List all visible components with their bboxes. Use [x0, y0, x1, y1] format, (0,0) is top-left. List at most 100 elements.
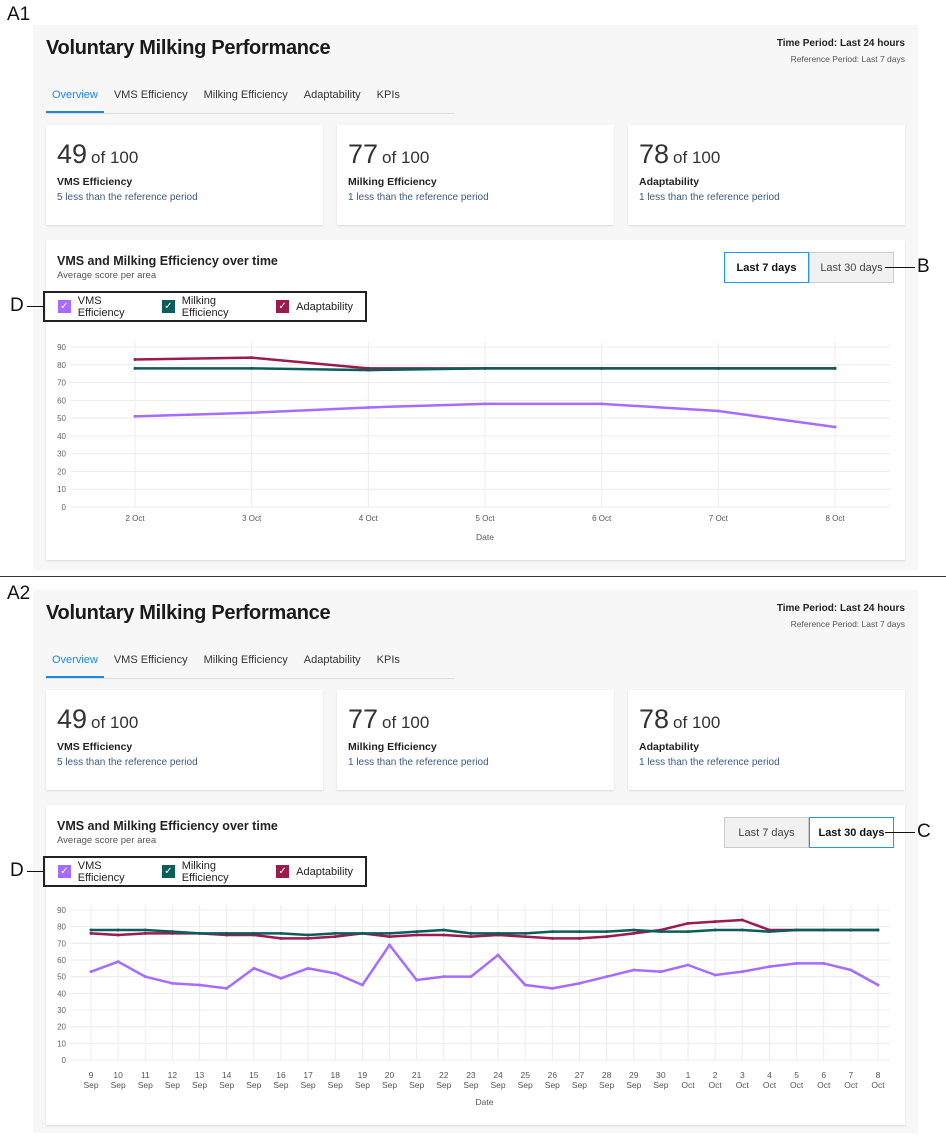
legend-item-adaptability[interactable]: ✓ Adaptability [276, 300, 353, 313]
data-point-milking-efficiency [279, 931, 283, 935]
chart-subtitle: Average score per area [57, 835, 157, 846]
last-7-days-button[interactable]: Last 7 days [724, 252, 809, 283]
line-chart: 0 10 20 30 40 50 60 70 80 90 2 Oct 3 Oct 4 Oct 5 Oct 6… [57, 342, 890, 542]
y-tick-label: 40 [57, 432, 66, 441]
data-point-milking-efficiency [577, 930, 581, 934]
data-point-milking-efficiency [143, 928, 147, 932]
checkbox-check-icon[interactable]: ✓ [58, 865, 71, 878]
tab-milking-efficiency[interactable]: Milking Efficiency [203, 654, 288, 666]
x-tick-label: Sep [301, 1080, 316, 1090]
data-point-milking-efficiency [659, 930, 663, 934]
data-point-adaptability [116, 933, 120, 937]
legend-item-vms-efficiency[interactable]: ✓ VMS Efficiency [58, 860, 150, 884]
data-point-adaptability [469, 935, 473, 939]
data-point-milking-efficiency [716, 366, 720, 370]
chart-title: VMS and Milking Efficiency over time [57, 254, 278, 268]
legend-label: Adaptability [296, 300, 353, 313]
checkbox-check-icon[interactable]: ✓ [58, 300, 71, 313]
x-tick-label: Sep [653, 1080, 668, 1090]
score-card-milking-efficiency: 77 of 100 Milking Efficiency 1 less than th… [337, 125, 614, 225]
tab-overview[interactable]: Overview [46, 650, 104, 678]
legend-item-milking-efficiency[interactable]: ✓ Milking Efficiency [161, 295, 264, 319]
tab-kpis[interactable]: KPIs [376, 89, 400, 101]
x-tick-label: Sep [83, 1080, 98, 1090]
data-point-milking-efficiency [170, 930, 174, 934]
last-7-days-button[interactable]: Last 7 days [724, 817, 809, 848]
metric-name: Milking Efficiency [348, 741, 437, 753]
tab-bar: Overview VMS Efficiency Milking Efficiency… [46, 85, 454, 114]
time-period: Time Period: Last 24 hours [776, 38, 905, 49]
tab-milking-efficiency[interactable]: Milking Efficiency [203, 89, 288, 101]
tab-adaptability[interactable]: Adaptability [303, 654, 361, 666]
checkbox-check-icon[interactable]: ✓ [161, 300, 175, 313]
x-tick-label: 17 [303, 1070, 313, 1080]
score-number: 49 [57, 704, 88, 734]
x-tick-label: 21 [412, 1070, 422, 1080]
dashboard-panel: Voluntary Milking Performance Time Period… [33, 25, 918, 570]
data-point-milking-efficiency [442, 928, 446, 932]
figure-label-a2: A2 [7, 583, 31, 604]
checkbox-check-icon[interactable]: ✓ [276, 300, 290, 313]
data-point-adaptability [632, 931, 636, 935]
tab-overview[interactable]: Overview [46, 85, 104, 113]
score-max: of 100 [673, 148, 721, 167]
x-tick-label: 23 [466, 1070, 476, 1080]
tab-adaptability[interactable]: Adaptability [303, 89, 361, 101]
data-point-vms-efficiency [143, 975, 147, 979]
data-point-adaptability [89, 931, 93, 935]
last-30-days-button[interactable]: Last 30 days [809, 252, 894, 283]
legend-item-vms-efficiency[interactable]: ✓ VMS Efficiency [58, 295, 150, 319]
tab-kpis[interactable]: KPIs [376, 654, 400, 666]
chart-card: VMS and Milking Efficiency over time Aver… [43, 805, 905, 1125]
x-tick-label: 18 [331, 1070, 341, 1080]
tab-vms-efficiency[interactable]: VMS Efficiency [113, 654, 188, 666]
data-point-milking-efficiency [523, 931, 527, 935]
x-tick-label: 30 [656, 1070, 666, 1080]
data-point-adaptability [605, 935, 609, 939]
data-point-vms-efficiency [116, 960, 120, 964]
tab-vms-efficiency[interactable]: VMS Efficiency [113, 89, 188, 101]
x-tick-label: 3 Oct [242, 514, 262, 523]
data-point-milking-efficiency [767, 930, 771, 934]
x-tick-label: 2 [713, 1070, 718, 1080]
legend-label: Milking Efficiency [181, 859, 229, 884]
chart-subtitle: Average score per area [57, 270, 157, 281]
figure-divider [0, 576, 946, 577]
data-point-milking-efficiency [388, 931, 392, 935]
x-tick-label: Sep [518, 1080, 533, 1090]
data-point-vms-efficiency [795, 961, 799, 965]
data-point-milking-efficiency [116, 928, 120, 932]
annotation-line-d [27, 306, 43, 307]
chart-legend: ✓ VMS Efficiency ✓ Milking Efficiency ✓ Adapt… [43, 291, 367, 322]
tab-bar: Overview VMS Efficiency Milking Efficiency… [46, 650, 454, 679]
x-tick-label: 13 [195, 1070, 205, 1080]
y-tick-label: 20 [57, 467, 66, 476]
x-tick-label: 25 [520, 1070, 530, 1080]
y-tick-label: 10 [57, 485, 66, 494]
data-point-vms-efficiency [250, 411, 254, 415]
data-point-vms-efficiency [659, 970, 663, 974]
chart-card: VMS and Milking Efficiency over time Aver… [43, 240, 905, 560]
score-max: of 100 [91, 148, 139, 167]
data-point-vms-efficiency [415, 978, 419, 982]
checkbox-check-icon[interactable]: ✓ [161, 865, 175, 878]
y-tick-label: 60 [57, 396, 66, 405]
annotation-d: D [10, 860, 24, 881]
annotation-line-b [885, 267, 915, 268]
score-value: 77 of 100 [348, 139, 429, 170]
data-point-vms-efficiency [600, 402, 604, 406]
legend-item-adaptability[interactable]: ✓ Adaptability [276, 865, 353, 878]
data-point-vms-efficiency [133, 414, 137, 418]
annotation-d: D [10, 295, 24, 316]
reference-period: Reference Period: Last 7 days [790, 619, 905, 629]
last-30-days-button[interactable]: Last 30 days [809, 817, 894, 848]
delta-text: 1 less than the reference period [348, 757, 489, 768]
score-number: 49 [57, 139, 88, 169]
x-tick-label: Sep [192, 1080, 207, 1090]
checkbox-check-icon[interactable]: ✓ [276, 865, 290, 878]
data-point-adaptability [333, 935, 337, 939]
legend-item-milking-efficiency[interactable]: ✓ Milking Efficiency [161, 859, 264, 884]
score-max: of 100 [673, 713, 721, 732]
y-tick-label: 20 [57, 1023, 66, 1032]
metric-name: VMS Efficiency [57, 741, 133, 753]
